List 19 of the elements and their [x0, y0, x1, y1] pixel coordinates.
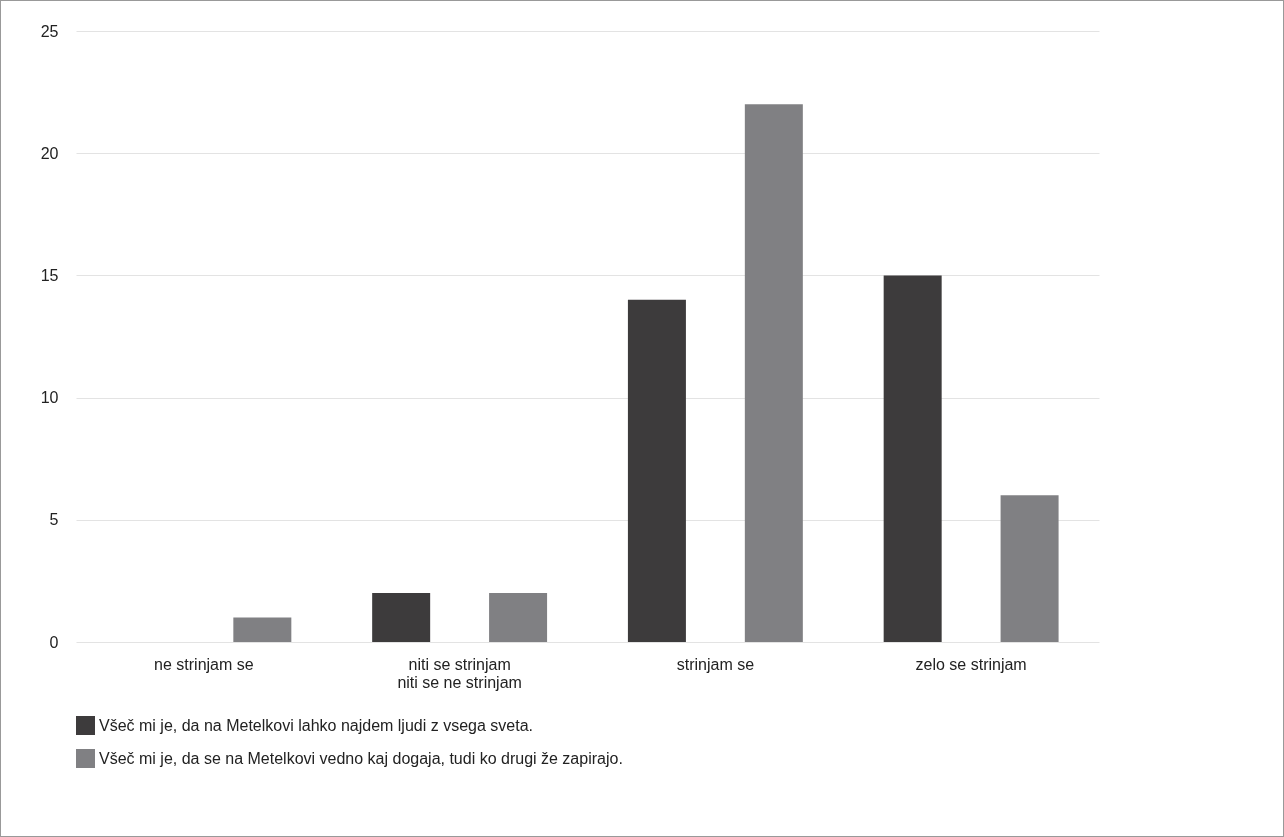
bar	[489, 593, 548, 642]
x-tick-label: ne strinjam se	[154, 655, 254, 673]
bar	[233, 617, 292, 642]
y-tick-label: 25	[40, 22, 59, 40]
x-tick-label: zelo se strinjam	[915, 655, 1027, 673]
bar	[883, 275, 942, 642]
legend-label: Všeč mi je, da na Metelkovi lahko najdem ljudi z vsega sveta.	[99, 716, 533, 734]
bar	[372, 593, 431, 642]
y-tick-label: 0	[49, 633, 59, 651]
bar	[744, 104, 803, 642]
x-tick-label: strinjam se	[676, 655, 755, 673]
y-tick-label: 5	[49, 511, 59, 529]
bar	[627, 299, 686, 642]
bar	[1000, 495, 1059, 642]
y-tick-label: 15	[40, 266, 59, 284]
y-tick-label: 10	[40, 389, 59, 407]
x-tick-label: niti se strinjam niti se ne strinjam	[397, 655, 522, 691]
y-tick-label: 20	[40, 144, 59, 162]
legend-label: Všeč mi je, da se na Metelkovi vedno kaj dogaja, tudi ko drugi že zapirajo.	[99, 749, 623, 767]
